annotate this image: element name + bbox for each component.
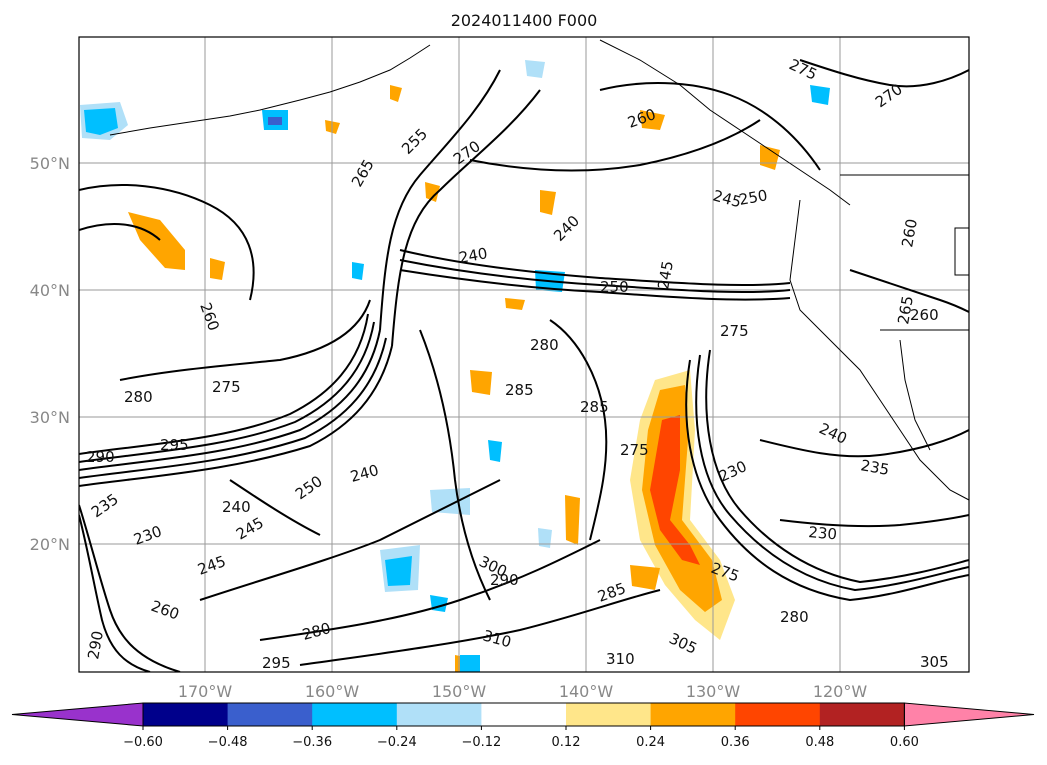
colorbar-segment [481, 703, 567, 726]
contour-label: 260 [910, 306, 939, 324]
latitude-labels: 50°N 40°N 30°N 20°N [30, 154, 70, 554]
colorbar-segment [227, 703, 313, 726]
positive-shading [128, 85, 780, 672]
colorbar-tick-label: 0.36 [721, 735, 750, 750]
colorbar-segment [735, 703, 821, 726]
contour-label: 285 [505, 381, 534, 399]
colorbar-tick-label: −0.24 [377, 735, 417, 750]
colorbar-extend-high [903, 702, 1035, 727]
colorbar-tick-label: 0.12 [552, 735, 581, 750]
colorbar-segment [566, 703, 652, 726]
lon-label: 140°W [559, 682, 614, 701]
colorbar-segment [143, 703, 229, 726]
colorbar-tick-label: 0.24 [636, 735, 665, 750]
negative-shading [80, 60, 830, 672]
lon-label: 120°W [813, 682, 868, 701]
colorbar-tick-label: −0.60 [123, 735, 163, 750]
contour-label: 290 [86, 448, 115, 466]
contour-label: 280 [530, 336, 559, 354]
colorbar-frame [142, 702, 905, 727]
contour-label: 310 [606, 650, 635, 668]
colorbar-tick-label: −0.12 [461, 735, 501, 750]
contour-label: 240 [458, 244, 489, 267]
contour-label: 280 [780, 608, 809, 626]
contour-label: 295 [262, 654, 291, 672]
contour-label: 240 [222, 498, 251, 516]
colorbar-segment [819, 703, 905, 726]
colorbar-segment [312, 703, 398, 726]
contour-label: 290 [490, 571, 519, 589]
colorbar-segment [396, 703, 482, 726]
lat-label: 30°N [30, 408, 70, 427]
contour-label: 250 [600, 278, 629, 296]
colorbar-tick-label: −0.36 [292, 735, 332, 750]
coastlines [109, 39, 969, 501]
colorbar-tick-label: 0.48 [805, 735, 834, 750]
contour-label: 250 [738, 186, 769, 209]
contour-label: 235 [859, 456, 890, 479]
contour-label: 305 [920, 653, 949, 671]
contour-lines [79, 59, 969, 672]
contour-label: 295 [160, 436, 189, 454]
contour-labels: 275 270 265 255 260 270 245 250 265 240 … [84, 55, 948, 672]
contour-label: 260 [898, 217, 921, 248]
contour-label: 245 [654, 259, 677, 290]
contour-label: 290 [84, 629, 107, 660]
lat-label: 40°N [30, 281, 70, 300]
contour-label: 275 [720, 322, 749, 340]
contour-label: 265 [894, 294, 917, 325]
map-area: 275 270 265 255 260 270 245 250 265 240 … [79, 37, 969, 672]
lat-label: 50°N [30, 154, 70, 173]
map-title: 2024011400 F000 [451, 11, 598, 30]
contour-label: 280 [124, 388, 153, 406]
contour-label: 230 [808, 523, 838, 543]
contour-label: 285 [580, 398, 609, 416]
colorbar-tick-label: 0.60 [890, 735, 919, 750]
longitude-labels: 170°W 160°W 150°W 140°W 130°W 120°W [178, 682, 868, 701]
map-frame [78, 36, 970, 673]
lon-label: 130°W [686, 682, 741, 701]
colorbar-segment [650, 703, 736, 726]
lon-label: 160°W [305, 682, 360, 701]
contour-label: 275 [212, 378, 241, 396]
contour-label: 275 [620, 441, 649, 459]
lon-label: 170°W [178, 682, 233, 701]
colorbar-extend-low [11, 702, 144, 727]
graticule [79, 37, 969, 672]
colorbar: −0.60 −0.48 −0.36 −0.24 −0.12 0.12 0.24 0.36 0.4… [11, 702, 1035, 750]
lon-label: 150°W [432, 682, 487, 701]
colorbar-tick-label: −0.48 [208, 735, 248, 750]
lat-label: 20°N [30, 535, 70, 554]
